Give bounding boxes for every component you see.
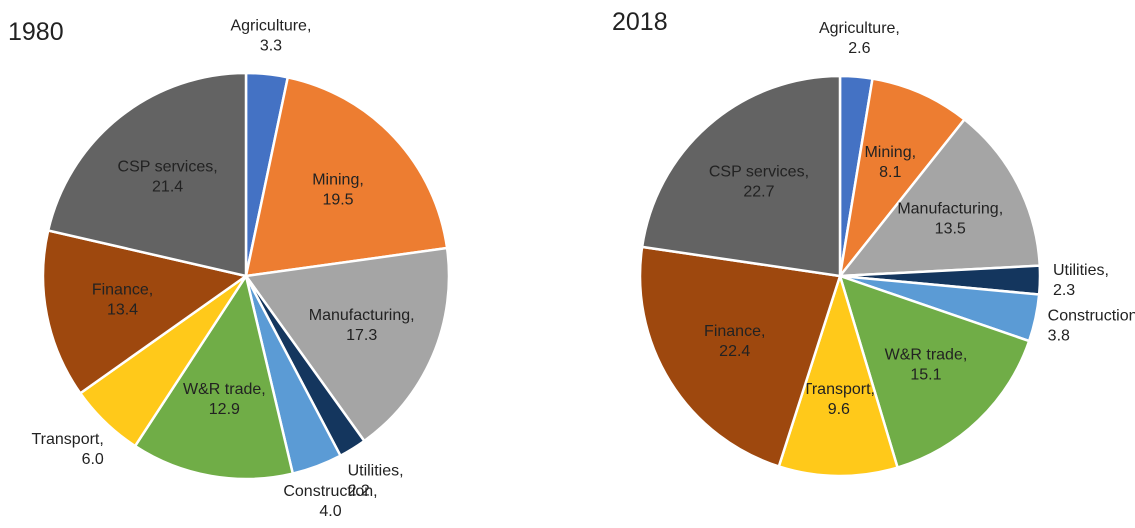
pie-slice [243,246,451,443]
pie-slice [837,77,967,281]
pie-slice [838,274,1031,470]
slice-label: CSP services, [118,159,218,176]
slice-value: 22.7 [743,183,774,200]
slice-value: 2.3 [1053,282,1075,299]
slice-value: 6.0 [82,451,104,468]
pie-slice [41,228,250,395]
slice-value: 2.6 [848,40,870,57]
chart-title: 1980 [8,18,64,46]
pie-slice [837,117,1042,278]
slice-value: 13.5 [935,220,966,237]
slice-label: Finance, [92,282,153,299]
slice-label: Transport, [803,381,875,398]
slice-value: 3.8 [1048,327,1070,344]
slice-value: 12.9 [209,401,240,418]
slice-value: 3.3 [260,38,282,55]
chart-title: 2018 [612,8,668,36]
slice-value: 19.5 [322,191,353,208]
slice-label: Mining, [312,171,364,188]
pie-slice [46,71,248,278]
slice-label: W&R trade, [183,381,266,398]
slice-value: 22.4 [719,343,750,360]
slice-label: Transport, [32,431,104,448]
slice-value: 17.3 [346,327,377,344]
slice-value: 9.6 [828,401,850,418]
slice-label: Manufacturing, [309,307,415,324]
slice-value: 15.1 [910,367,941,384]
slice-value: 21.4 [152,179,183,196]
slice-label: Finance, [704,323,765,340]
pie-slice [133,272,295,481]
slice-label: Mining, [864,144,916,161]
slice-value: 13.4 [107,302,138,319]
slice-label: Manufacturing, [897,200,1003,217]
slice-label: W&R trade, [885,347,968,364]
slice-label: Utilities, [348,462,404,479]
slice-label: CSP services, [709,163,809,180]
slice-value: 4.0 [319,503,341,520]
pie-slice [640,74,842,278]
slice-label: Utilities, [1053,262,1109,279]
slice-value: 2.2 [348,482,370,499]
slice-label: Construction, [283,483,377,500]
pie-slice [777,271,900,478]
slice-label: Agriculture, [230,18,311,35]
slice-label: Construction, [1048,307,1135,324]
slice-label: Agriculture, [819,20,900,37]
slice-value: 8.1 [879,164,901,181]
pie-slice [638,245,842,468]
pie-slice [244,75,449,278]
